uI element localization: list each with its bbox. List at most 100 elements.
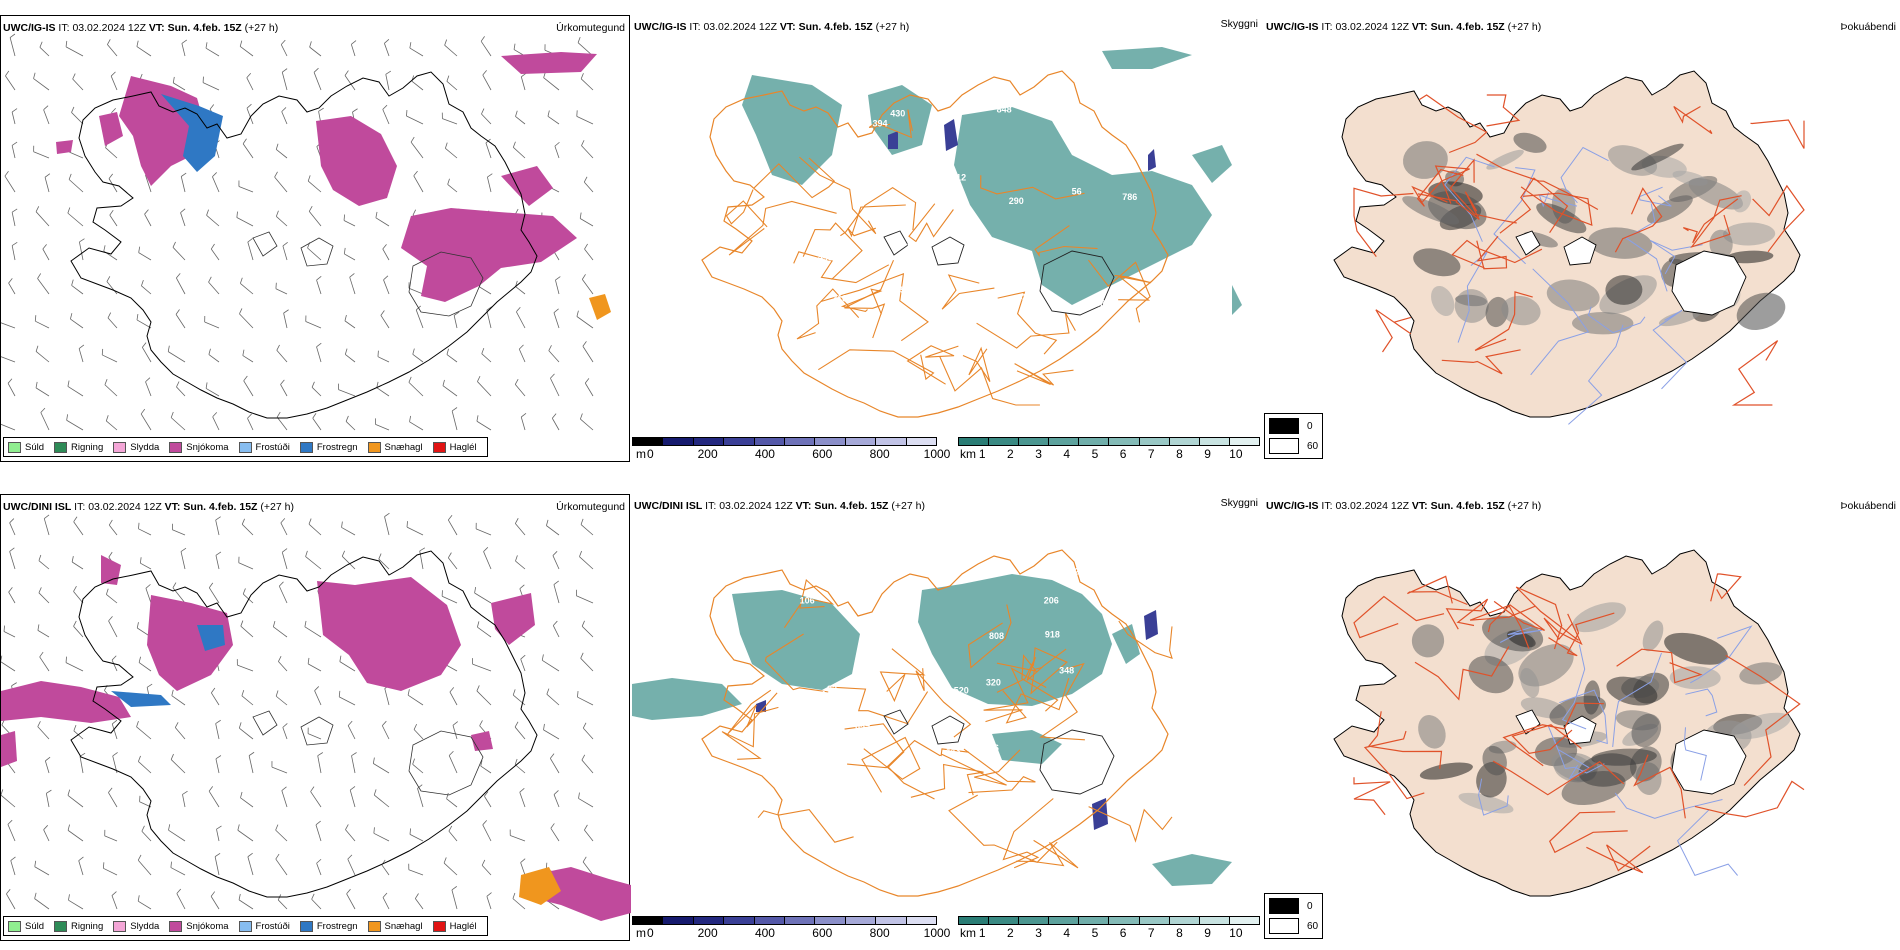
visibility-area: [918, 574, 1112, 706]
precip-area: [589, 294, 611, 320]
fog-map-bottom: [1333, 549, 1805, 897]
visibility-area: [632, 678, 742, 720]
visibility-value-label: 848: [997, 104, 1012, 114]
colorbar-cell: [1079, 917, 1110, 924]
visibility-m-colorbar: m 0 200 400 600 800 1000: [632, 916, 950, 946]
legend-swatch: [54, 920, 68, 932]
coastline: [70, 71, 538, 419]
legend-item: Haglél: [432, 920, 477, 932]
colorbar-tick-label: 200: [697, 447, 718, 461]
colorbar-cell: [724, 917, 755, 924]
low-visibility-area: [1148, 149, 1156, 171]
colorbar-cell: [785, 917, 816, 924]
legend-label: Frostregn: [316, 920, 358, 932]
colorbar-unit: m: [636, 926, 646, 940]
panel-title: Skyggni: [1220, 18, 1258, 30]
colorbar-cell: [1139, 438, 1170, 445]
fog-key-entry: 0: [1269, 418, 1313, 434]
precip-area: [1, 681, 131, 723]
legend-swatch: [238, 920, 252, 932]
legend-label: Frostregn: [316, 441, 358, 453]
precip-area: [491, 593, 535, 645]
visibility-value-label: 294: [927, 755, 942, 765]
colorbar-cell: [663, 917, 694, 924]
colorbar-cell: [754, 917, 786, 924]
precip-type-legend: Súld Rigning Slydda Snjókoma Frostúði Frostre…: [3, 437, 488, 457]
visibility-value-label: 524: [1070, 567, 1085, 577]
run-header: UWC/IG-IS IT: 03.02.2024 12Z VT: Sun. 4.…: [1266, 500, 1542, 512]
legend-item: Rigning: [54, 441, 103, 453]
precip-area: [99, 112, 123, 146]
colorbar-cell: [1109, 917, 1140, 924]
fog-key-label: 0: [1307, 420, 1313, 432]
legend-item: Slydda: [113, 920, 160, 932]
precip-area: [316, 116, 397, 206]
visibility-value-label: 325: [890, 285, 905, 295]
legend-swatch: [54, 441, 68, 453]
visibility-value-label: 516: [835, 137, 850, 147]
legend-label: Snæhagl: [384, 920, 423, 932]
legend-label: Slydda: [130, 920, 160, 932]
colorbar-tick-label: 10: [1229, 926, 1243, 940]
legend-item: Súld: [8, 920, 44, 932]
colorbar-tick-label: 9: [1204, 447, 1211, 461]
fog-key: 0 60: [1264, 413, 1323, 459]
legend-swatch: [169, 441, 183, 453]
run-header: UWC/IG-IS IT: 03.02.2024 12Z VT: Sun. 4.…: [634, 21, 910, 33]
colorbar-tick-label: 200: [697, 926, 718, 940]
precip-area: [161, 94, 223, 172]
visibility-value-label: 348: [1059, 666, 1074, 676]
colorbar-cell: [876, 917, 907, 924]
legend-item: Rigning: [54, 920, 103, 932]
legend-swatch: [169, 920, 183, 932]
legend-item: Snæhagl: [367, 441, 423, 453]
legend-swatch: [367, 920, 381, 932]
run-header: UWC/DINI ISL IT: 03.02.2024 12Z VT: Sun.…: [634, 500, 925, 512]
fog-index-shading: [1411, 602, 1791, 814]
visibility-value-label: 320: [986, 678, 1001, 688]
visibility-value-label: 478: [912, 281, 927, 291]
colorbar-tick-label: 1000: [923, 447, 951, 461]
colorbar-cell: [1079, 438, 1110, 445]
visibility-map-bottom: 524 025 918 206 320 348 413 294 27 927 439 306 443 10…: [632, 549, 1232, 897]
visibility-area: [1112, 624, 1140, 664]
visibility-km-colorbar: km 1 2 3 4 5 6 7 8 9 10: [958, 916, 1260, 946]
visibility-value-label: 841: [986, 95, 1001, 105]
colorbar-cell: [959, 917, 990, 924]
visibility-value-label: 27: [816, 750, 826, 760]
precip-type-panel-bottom: UWC/DINI ISL IT: 03.02.2024 12Z VT: Sun.…: [0, 494, 631, 941]
legend-item: Snæhagl: [367, 920, 423, 932]
legend-item: Frostregn: [299, 441, 358, 453]
panel-title: Úrkomutegund: [556, 22, 625, 34]
colorbar-cell: [1019, 917, 1050, 924]
fog-key-swatch: [1269, 438, 1299, 454]
colorbar-cell: [815, 438, 846, 445]
colorbar-tick-label: 400: [754, 926, 775, 940]
colorbar-ticks: km 1 2 3 4 5 6 7 8 9 10: [958, 925, 1260, 940]
precip-area: [471, 731, 493, 751]
colorbar-tick-label: 10: [1229, 447, 1243, 461]
precip-area: [111, 691, 171, 707]
road-network: [721, 578, 1173, 869]
colorbar-cells: [958, 437, 1260, 446]
colorbar-cells: [632, 437, 937, 446]
legend-item: Snjókoma: [169, 441, 229, 453]
visibility-value-label: 216: [984, 743, 999, 753]
panel-title: Úrkomutegund: [556, 501, 625, 513]
colorbar-tick-label: 800: [869, 447, 890, 461]
colorbar-cell: [1199, 438, 1230, 445]
colorbar-unit: km: [960, 926, 976, 940]
visibility-value-label: 389: [1151, 114, 1166, 124]
legend-swatch: [238, 441, 252, 453]
visibility-value-label: 206: [1044, 596, 1059, 606]
colorbar-cell: [1049, 917, 1080, 924]
legend-label: Snæhagl: [384, 441, 423, 453]
visibility-value-label: 106: [800, 596, 815, 606]
fog-map-top: [1333, 70, 1805, 425]
legend-item: Frostregn: [299, 920, 358, 932]
visibility-value-label: 439: [823, 702, 838, 712]
legend-swatch: [299, 441, 313, 453]
visibility-area: [1192, 145, 1232, 183]
precip-area: [317, 577, 461, 691]
colorbar-unit: km: [960, 447, 976, 461]
